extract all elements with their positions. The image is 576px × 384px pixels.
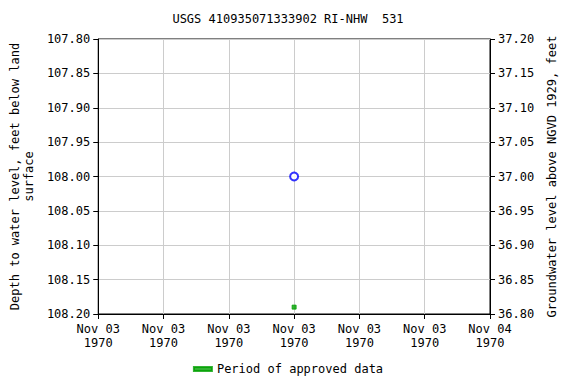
svg-text:36.80: 36.80: [498, 307, 534, 321]
svg-text:Nov 03: Nov 03: [207, 322, 250, 336]
svg-text:Nov 03: Nov 03: [77, 322, 120, 336]
svg-text:1970: 1970: [84, 336, 113, 350]
svg-text:108.10: 108.10: [47, 238, 90, 252]
svg-text:36.85: 36.85: [498, 273, 534, 287]
svg-text:Depth to water level, feet bel: Depth to water level, feet below land: [8, 43, 22, 310]
svg-text:37.15: 37.15: [498, 66, 534, 80]
svg-text:surface: surface: [22, 151, 36, 202]
svg-text:1970: 1970: [345, 336, 374, 350]
svg-text:USGS 410935071333902 RI-NHW 5: USGS 410935071333902 RI-NHW 531: [172, 12, 403, 26]
svg-text:107.90: 107.90: [47, 101, 90, 115]
svg-text:Nov 03: Nov 03: [403, 322, 446, 336]
svg-text:Period of approved data: Period of approved data: [217, 362, 383, 376]
svg-text:Nov 04: Nov 04: [468, 322, 511, 336]
svg-text:37.20: 37.20: [498, 32, 534, 46]
svg-text:36.90: 36.90: [498, 238, 534, 252]
svg-text:36.95: 36.95: [498, 204, 534, 218]
svg-text:Nov 03: Nov 03: [272, 322, 315, 336]
svg-text:108.05: 108.05: [47, 204, 90, 218]
svg-text:1970: 1970: [410, 336, 439, 350]
svg-text:108.00: 108.00: [47, 170, 90, 184]
svg-text:1970: 1970: [149, 336, 178, 350]
svg-text:Nov 03: Nov 03: [142, 322, 185, 336]
svg-text:37.00: 37.00: [498, 170, 534, 184]
svg-text:1970: 1970: [280, 336, 309, 350]
svg-text:108.15: 108.15: [47, 273, 90, 287]
svg-text:37.10: 37.10: [498, 101, 534, 115]
svg-text:1970: 1970: [476, 336, 505, 350]
svg-text:37.05: 37.05: [498, 135, 534, 149]
svg-text:107.85: 107.85: [47, 66, 90, 80]
svg-text:108.20: 108.20: [47, 307, 90, 321]
svg-text:1970: 1970: [214, 336, 243, 350]
svg-text:Groundwater level above NGVD 1: Groundwater level above NGVD 1929, feet: [545, 36, 559, 318]
svg-text:107.95: 107.95: [47, 135, 90, 149]
svg-text:Nov 03: Nov 03: [338, 322, 381, 336]
svg-text:107.80: 107.80: [47, 32, 90, 46]
